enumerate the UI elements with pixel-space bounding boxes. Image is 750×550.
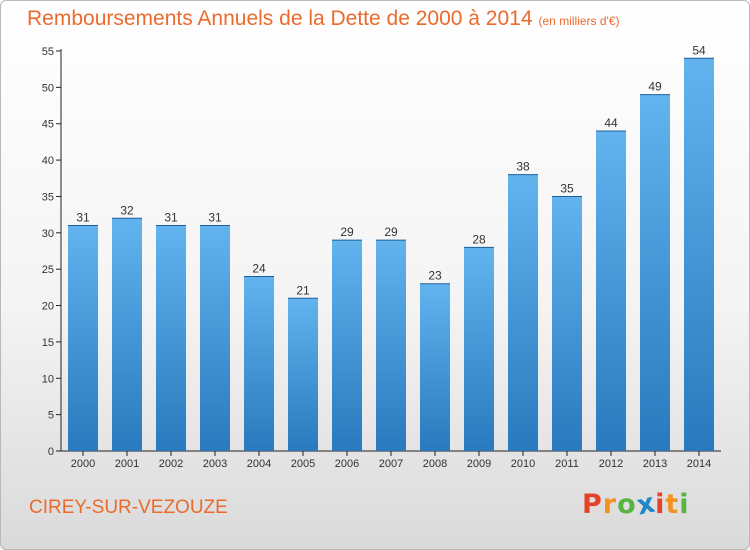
chart-unit: (en milliers d'€) [538, 14, 620, 28]
bar-group: 29 [376, 225, 406, 451]
bar-value-label: 23 [428, 269, 442, 283]
bar [376, 240, 406, 451]
x-tick-label: 2006 [335, 458, 359, 470]
bar-value-label: 31 [164, 211, 178, 225]
bar [244, 276, 274, 451]
chart-title-text: Remboursements Annuels de la Dette de 20… [27, 7, 533, 30]
bar-group: 31 [156, 211, 186, 451]
bar [68, 225, 98, 451]
x-tick-label: 2000 [71, 458, 95, 470]
logo-letter: i [655, 489, 666, 520]
bar-value-label: 31 [76, 211, 90, 225]
bar [640, 94, 670, 452]
bar-value-label: 35 [560, 181, 574, 195]
bar [332, 240, 362, 451]
bar-group: 38 [508, 160, 538, 452]
x-tick-label: 2014 [687, 458, 711, 470]
bar-value-label: 32 [120, 203, 134, 217]
y-tick-label: 20 [42, 301, 54, 313]
x-tick-label: 2002 [159, 458, 183, 470]
x-tick-label: 2013 [643, 458, 667, 470]
bar [464, 247, 494, 451]
bar-group: 49 [640, 80, 670, 452]
logo-letter: o [617, 489, 637, 520]
y-tick-label: 0 [48, 446, 54, 458]
bar-group: 28 [464, 232, 494, 451]
x-tick-label: 2003 [203, 458, 227, 470]
bar [288, 298, 318, 451]
y-tick-label: 50 [42, 82, 54, 94]
y-tick-label: 5 [48, 410, 54, 422]
bar-group: 32 [112, 203, 142, 451]
commune-name: CIREY-SUR-VEZOUZE [29, 497, 228, 518]
y-tick-label: 25 [42, 264, 54, 276]
bar-value-label: 29 [340, 225, 354, 239]
logo-letter: P [582, 489, 603, 520]
logo-letter: i [679, 489, 690, 520]
logo-letter: t [665, 489, 680, 520]
bar [596, 131, 626, 451]
y-tick-label: 35 [42, 191, 54, 203]
proxiti-logo[interactable]: Proxiti [582, 487, 690, 521]
bar-value-label: 54 [692, 43, 706, 57]
bar-value-label: 24 [252, 261, 266, 275]
y-tick-label: 40 [42, 155, 54, 167]
x-tick-label: 2001 [115, 458, 139, 470]
bar-group: 23 [420, 269, 450, 451]
bar-value-label: 44 [604, 116, 618, 130]
x-tick-label: 2005 [291, 458, 315, 470]
x-tick-label: 2008 [423, 458, 447, 470]
bar-group: 35 [552, 181, 582, 451]
x-tick-label: 2007 [379, 458, 403, 470]
bar-group: 31 [68, 211, 98, 451]
chart-title: Remboursements Annuels de la Dette de 20… [27, 7, 620, 31]
bar-value-label: 21 [296, 283, 310, 297]
bar-group: 29 [332, 225, 362, 451]
y-tick-label: 10 [42, 373, 54, 385]
bar-value-label: 28 [472, 232, 486, 246]
y-tick-label: 30 [42, 228, 54, 240]
bar-value-label: 31 [208, 211, 222, 225]
bar-value-label: 29 [384, 225, 398, 239]
x-tick-label: 2011 [555, 458, 579, 470]
bar-group: 31 [200, 211, 230, 451]
bar [508, 174, 538, 452]
bar [684, 58, 714, 451]
bar-value-label: 38 [516, 160, 530, 174]
bar [156, 225, 186, 451]
bar [112, 218, 142, 451]
bar-value-label: 49 [648, 80, 662, 94]
x-tick-label: 2012 [599, 458, 623, 470]
y-tick-label: 45 [42, 119, 54, 131]
x-tick-label: 2004 [247, 458, 271, 470]
bar [552, 196, 582, 451]
bar-group: 24 [244, 261, 274, 451]
bar-group: 44 [596, 116, 626, 451]
y-tick-label: 15 [42, 337, 54, 349]
x-tick-label: 2010 [511, 458, 535, 470]
bar-group: 21 [288, 283, 318, 451]
bar [200, 225, 230, 451]
bar-group: 54 [684, 43, 714, 451]
x-tick-label: 2009 [467, 458, 491, 470]
logo-letter: r [602, 489, 618, 520]
y-tick-label: 55 [42, 46, 54, 58]
bar [420, 283, 450, 451]
